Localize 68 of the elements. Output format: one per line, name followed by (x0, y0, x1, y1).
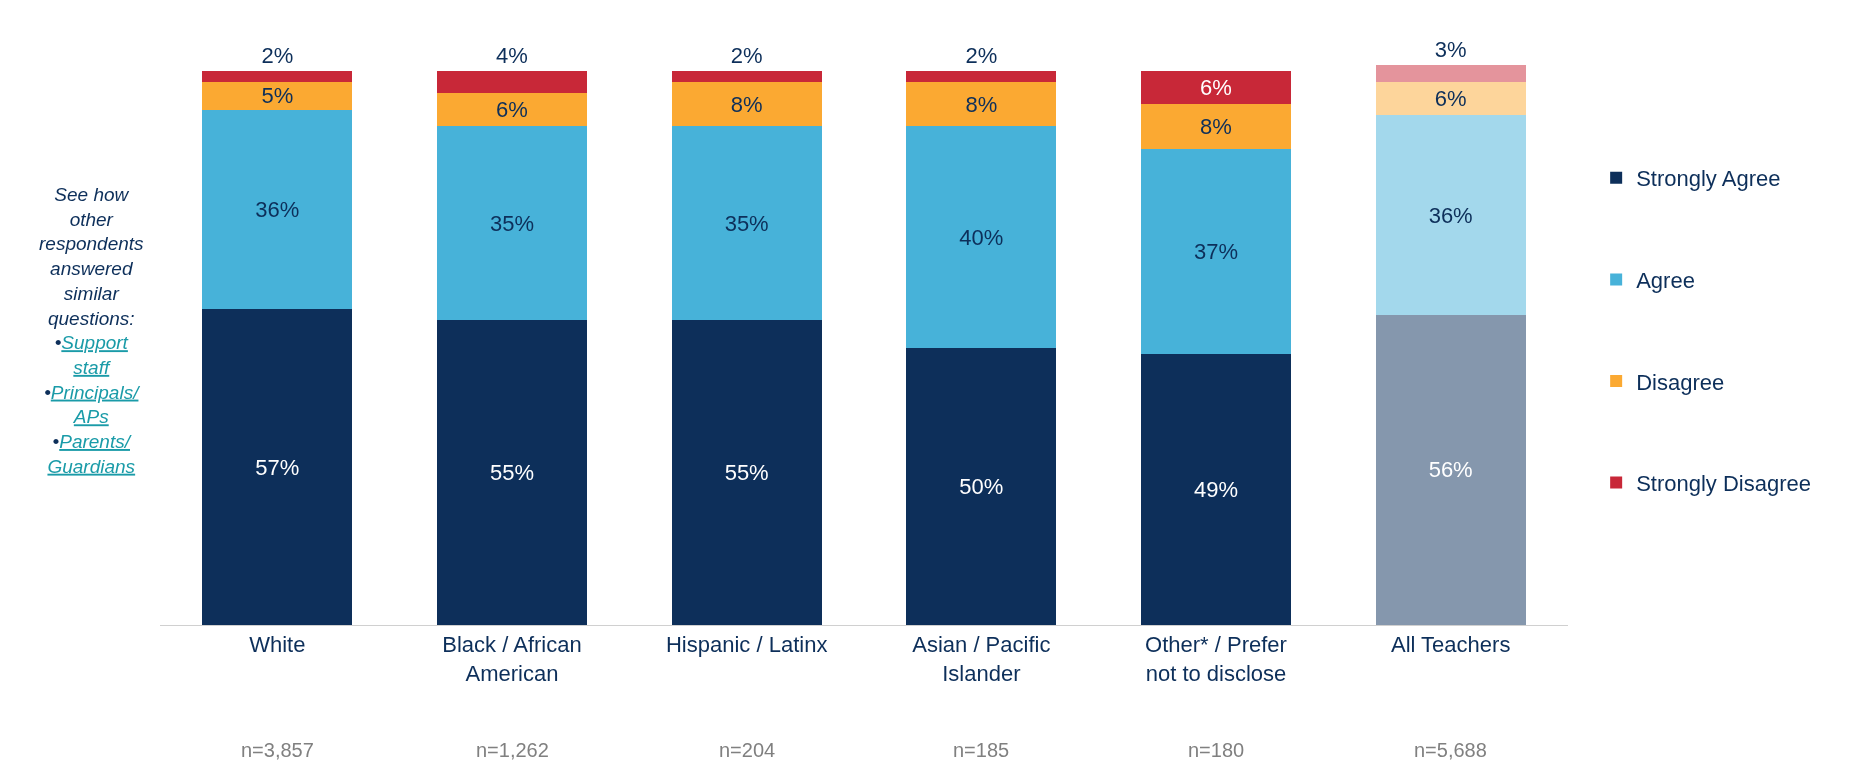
data-label: 55% (489, 460, 535, 486)
bar (1375, 115, 1526, 315)
text: n=204 (719, 739, 776, 761)
data-label: 57% (255, 454, 300, 480)
bar (1375, 314, 1526, 625)
data-label: 6% (496, 97, 528, 123)
bar (906, 126, 1057, 348)
bar (671, 70, 822, 83)
text: n=185 (953, 739, 1010, 761)
text: n=5,688 (1414, 739, 1487, 761)
bar (1375, 65, 1526, 83)
bar (436, 126, 588, 321)
data-label: 2% (965, 42, 998, 68)
legend-label: Strongly Disagree (1636, 471, 1812, 497)
legend-label: Disagree (1636, 369, 1725, 395)
text: n=180 (1188, 739, 1245, 761)
x-tick-label: Black / African American (442, 632, 582, 686)
data-label: 37% (1193, 238, 1239, 264)
data-label: 3% (1434, 37, 1467, 63)
bar (1140, 104, 1292, 149)
text: •Principals/ APs (44, 381, 141, 428)
bar (906, 348, 1057, 625)
bar (1140, 353, 1292, 625)
data-label: 2% (261, 42, 294, 68)
bar (1140, 70, 1292, 105)
bar (1375, 82, 1526, 116)
data-label: 8% (1200, 113, 1232, 139)
x-tick-label: Other* / Prefer not to disclose (1145, 632, 1287, 686)
x-tick-label: White (249, 632, 306, 658)
data-label: 6% (1434, 86, 1467, 112)
data-label: 36% (1428, 202, 1473, 228)
data-label: 49% (1193, 476, 1239, 502)
bar (671, 320, 822, 625)
text: •Support staff (54, 332, 129, 378)
text: n=3,857 (241, 739, 314, 761)
data-label: 56% (1428, 457, 1473, 483)
bar (671, 126, 822, 321)
data-label: 8% (965, 91, 998, 117)
bar (202, 82, 353, 110)
data-label: 55% (724, 460, 769, 486)
data-label: 35% (489, 210, 535, 236)
bar (906, 70, 1057, 83)
text: •Parents/ Guardians (47, 431, 136, 477)
data-label: 4% (496, 42, 528, 68)
bar (202, 70, 353, 83)
bar (671, 82, 822, 127)
data-label: 5% (261, 83, 294, 109)
data-label: 50% (959, 474, 1004, 499)
data-label: 6% (1200, 75, 1232, 101)
text: n=1,262 (476, 739, 549, 761)
bar (1140, 148, 1292, 354)
bar (436, 320, 588, 625)
legend-label: Agree (1636, 267, 1695, 293)
x-tick-label: All Teachers (1390, 632, 1511, 658)
data-label: 35% (724, 210, 769, 236)
data-label: 40% (959, 224, 1004, 250)
text: See how other respondents answered similar questions: (39, 184, 145, 329)
bar (436, 93, 588, 127)
data-label: 8% (730, 91, 763, 117)
bar (202, 109, 353, 310)
legend-label: Strongly Agree (1636, 166, 1781, 192)
bar (906, 82, 1057, 127)
data-label: 2% (730, 42, 763, 68)
data-label: 36% (255, 196, 300, 222)
bar (202, 309, 353, 625)
bar (436, 70, 588, 94)
x-tick-label: Asian / Pacific Islander (912, 632, 1051, 686)
x-tick-label: Hispanic / Latinx (665, 632, 828, 658)
